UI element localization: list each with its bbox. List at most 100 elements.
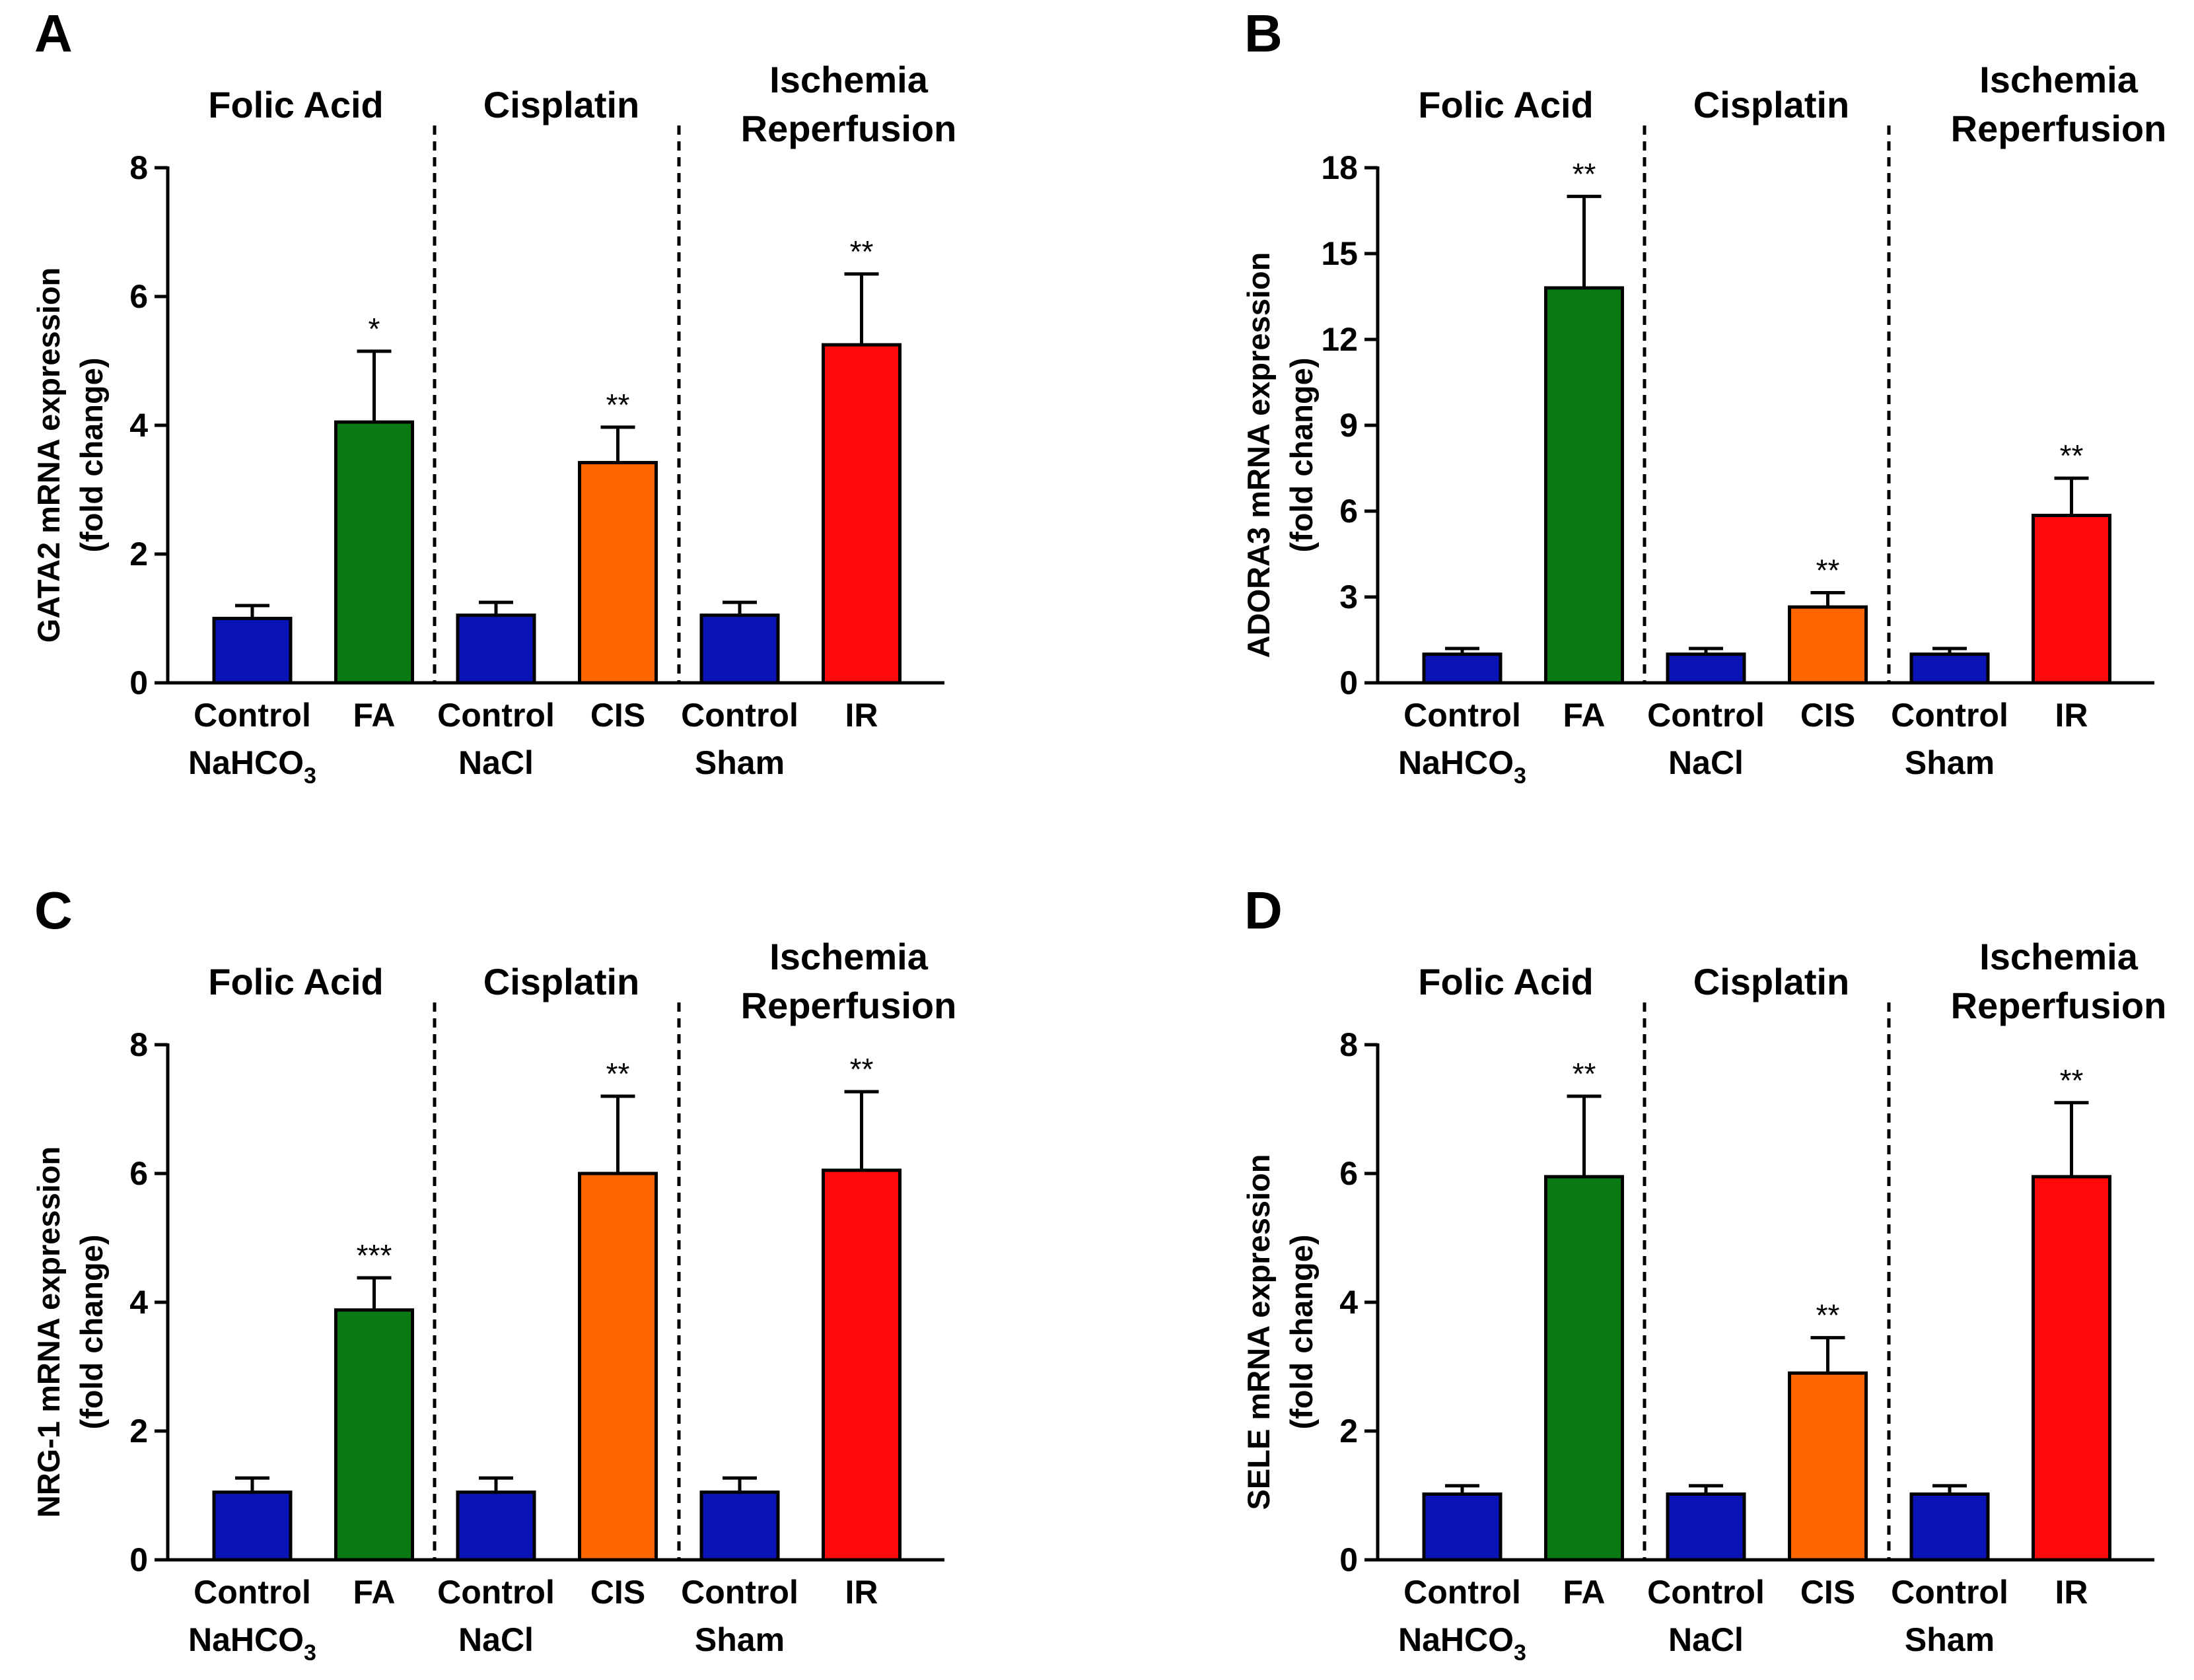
panel-B: B 0 3 6 9 12 15 18 ADORA3 mRNA expression (fold c… <box>1241 4 2166 788</box>
group-label: Ischemia <box>769 936 929 977</box>
category-label: CIS <box>590 1574 645 1611</box>
panel-letter: D <box>1244 881 1283 940</box>
y-tick-label: 15 <box>1321 235 1358 272</box>
y-axis-label-unit: (fold change) <box>1284 357 1319 552</box>
category-label: Control <box>1891 1574 2008 1611</box>
y-tick-label: 6 <box>129 278 148 315</box>
category-sublabel-subscript: 3 <box>1514 1640 1526 1665</box>
y-tick-label: 8 <box>129 1026 148 1063</box>
category-label: IR <box>845 1574 878 1611</box>
category-label: IR <box>845 697 878 734</box>
category-sublabel: Sham <box>695 744 785 781</box>
group-label: Folic Acid <box>208 84 384 125</box>
bar <box>2032 1175 2111 1562</box>
group-label: Folic Acid <box>208 961 384 1002</box>
significance-marker: *** <box>357 1238 392 1273</box>
bar <box>822 1168 902 1562</box>
bar <box>456 1490 536 1562</box>
panel-C: C 0 2 4 6 8 NRG-1 mRNA expression (fold change)… <box>31 881 956 1665</box>
bar <box>578 461 658 685</box>
category-label: Control <box>681 697 798 734</box>
category-label: Control <box>194 1574 311 1611</box>
y-axis-label: GATA2 mRNA expression <box>31 267 66 643</box>
bar <box>1544 286 1624 685</box>
y-tick-label: 2 <box>129 536 148 573</box>
category-label: Control <box>1891 697 2008 734</box>
y-tick-label: 2 <box>1339 1413 1358 1450</box>
y-tick-label: 4 <box>129 407 148 444</box>
bar <box>1666 1492 1746 1562</box>
y-axis-label-unit: (fold change) <box>74 357 109 552</box>
bar <box>1422 652 1503 685</box>
bar <box>699 613 780 685</box>
y-axis-label-unit: (fold change) <box>1284 1234 1319 1429</box>
panel-A: A 0 2 4 6 8 GATA2 mRNA expression (fold change)… <box>31 4 956 788</box>
group-label: Cisplatin <box>483 84 639 125</box>
significance-marker: ** <box>2060 438 2084 473</box>
category-label: IR <box>2055 697 2088 734</box>
panel-letter: B <box>1244 4 1283 63</box>
y-axis-label: SELE mRNA expression <box>1241 1154 1276 1510</box>
bar <box>1788 1371 1868 1562</box>
category-label: Control <box>437 697 555 734</box>
category-sublabel-subscript: 3 <box>304 1640 316 1665</box>
category-sublabel: NaHCO3 <box>1398 744 1526 788</box>
bar <box>334 420 414 685</box>
y-tick-label: 4 <box>1339 1284 1358 1321</box>
category-sublabel: Sham <box>695 1621 785 1658</box>
y-tick-label: 12 <box>1321 321 1358 358</box>
significance-marker: ** <box>2060 1063 2084 1098</box>
category-label: Control <box>1403 697 1521 734</box>
significance-marker: ** <box>1816 553 1840 588</box>
significance-marker: ** <box>1573 1057 1596 1091</box>
group-label: Reperfusion <box>1951 985 2167 1026</box>
group-label: Folic Acid <box>1418 84 1594 125</box>
significance-marker: ** <box>850 1052 874 1086</box>
category-label: Control <box>1647 697 1765 734</box>
bar <box>1422 1492 1503 1562</box>
significance-marker: ** <box>606 388 630 422</box>
panel-letter: C <box>34 881 73 940</box>
category-sublabel: NaHCO3 <box>188 744 316 788</box>
category-sublabel: NaCl <box>1668 1621 1744 1658</box>
category-label: IR <box>2055 1574 2088 1611</box>
bar <box>212 617 293 685</box>
bar <box>456 613 536 685</box>
y-axis-label: NRG-1 mRNA expression <box>31 1146 66 1518</box>
category-label: Control <box>437 1574 555 1611</box>
group-label: Reperfusion <box>1951 108 2167 149</box>
group-label: Cisplatin <box>1693 84 1849 125</box>
category-label: FA <box>1563 697 1606 734</box>
bar <box>2032 514 2111 685</box>
y-tick-label: 2 <box>129 1413 148 1450</box>
category-sublabel: NaHCO3 <box>188 1621 316 1665</box>
y-tick-label: 6 <box>1339 1155 1358 1192</box>
significance-marker: ** <box>850 234 874 269</box>
y-axis-label: ADORA3 mRNA expression <box>1241 252 1276 658</box>
bar <box>1544 1175 1624 1562</box>
y-tick-label: 18 <box>1321 149 1358 186</box>
category-sublabel-subscript: 3 <box>1514 763 1526 788</box>
category-sublabel-subscript: 3 <box>304 763 316 788</box>
category-label: Control <box>681 1574 798 1611</box>
group-label: Folic Acid <box>1418 961 1594 1002</box>
bar <box>1909 1492 1990 1562</box>
category-sublabel: Sham <box>1905 744 1995 781</box>
category-label: CIS <box>590 697 645 734</box>
significance-marker: ** <box>1816 1298 1840 1333</box>
category-sublabel: NaCl <box>458 1621 534 1658</box>
y-tick-label: 9 <box>1339 407 1358 444</box>
group-label: Ischemia <box>1979 936 2139 977</box>
significance-marker: * <box>369 312 380 346</box>
category-label: CIS <box>1800 697 1855 734</box>
category-label: FA <box>353 697 396 734</box>
category-sublabel: NaCl <box>458 744 534 781</box>
category-label: Control <box>1403 1574 1521 1611</box>
group-label: Reperfusion <box>741 108 957 149</box>
group-label: Ischemia <box>1979 59 2139 100</box>
category-sublabel: NaHCO3 <box>1398 1621 1526 1665</box>
y-tick-label: 6 <box>1339 493 1358 530</box>
group-label: Cisplatin <box>483 961 639 1002</box>
category-sublabel: NaCl <box>1668 744 1744 781</box>
group-label: Ischemia <box>769 59 929 100</box>
